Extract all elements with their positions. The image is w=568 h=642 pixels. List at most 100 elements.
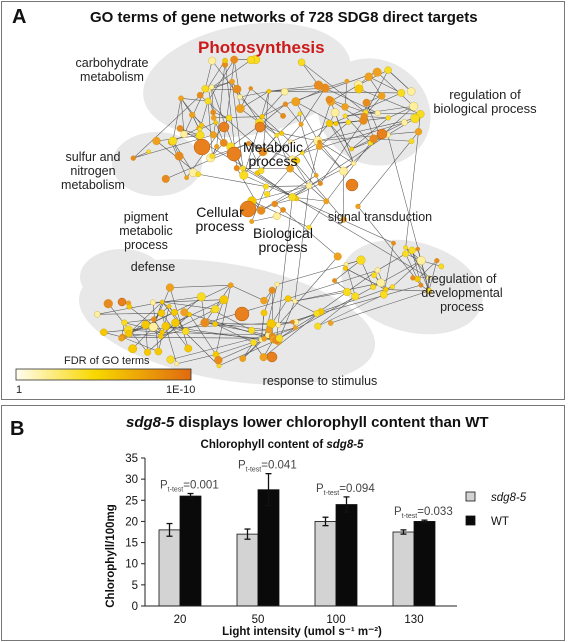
network-edge [207, 59, 235, 102]
network-node [327, 320, 334, 326]
bar-sdg8-5 [314, 521, 337, 607]
network-edge [383, 243, 394, 295]
network-node [333, 252, 342, 261]
network-node [340, 216, 347, 223]
network-edge [199, 122, 216, 130]
network-edge [295, 313, 317, 323]
cluster-region [143, 22, 351, 138]
network-node [171, 318, 180, 327]
photosynthesis-label: Photosynthesis [198, 38, 325, 57]
p-value-prefix: P [160, 480, 168, 492]
network-node [279, 130, 284, 136]
y-tick-label: 20 [125, 516, 138, 528]
network-node [174, 151, 184, 161]
network-node [261, 336, 267, 342]
p-value-subscript: t-test [246, 467, 262, 474]
network-node [103, 299, 113, 309]
network-node [354, 84, 364, 94]
bar-wt [413, 521, 436, 607]
cluster-region [341, 239, 483, 335]
network-node [195, 131, 205, 140]
network-node [332, 278, 337, 284]
network-node [214, 355, 223, 365]
network-node [300, 150, 305, 156]
network-edge [261, 116, 291, 143]
network-edge [162, 296, 202, 303]
network-node [415, 246, 421, 252]
network-node [209, 131, 217, 139]
network-edge [363, 70, 389, 117]
network-edge [344, 81, 348, 107]
p-value-prefix: P [394, 506, 402, 518]
network-node [196, 91, 204, 99]
network-node [275, 334, 284, 343]
network-edge [295, 87, 326, 102]
network-edge [240, 91, 270, 109]
p-value-label: Pt-test=0.033 [394, 506, 453, 520]
network-edge [320, 120, 364, 184]
network-node [250, 339, 257, 346]
network-node [151, 316, 157, 323]
x-tick-label: 50 [252, 614, 265, 626]
network-node [274, 281, 280, 287]
label-defense: defense [130, 260, 176, 274]
network-edge [294, 291, 348, 302]
network-node [235, 104, 245, 113]
p-value-number: =0.033 [417, 506, 453, 518]
network-edge [239, 96, 278, 136]
y-tick-label: 15 [125, 538, 138, 550]
network-node [414, 128, 423, 136]
network-node [257, 206, 266, 215]
network-node [94, 311, 101, 318]
cluster-region [112, 132, 202, 196]
network-node [282, 101, 289, 107]
network-node [184, 344, 193, 353]
network-edge [165, 325, 262, 341]
network-node [306, 224, 312, 230]
network-node [272, 212, 281, 220]
y-axis: 0 5 10 15 20 25 30 35 [125, 453, 146, 613]
network-edge [198, 173, 267, 187]
panel-a-letter: A [12, 6, 27, 28]
network-node [343, 261, 349, 267]
network-edge [262, 91, 270, 152]
network-node [233, 165, 240, 172]
network-edge [377, 112, 421, 115]
network-edge [185, 330, 265, 340]
network-node [264, 191, 271, 198]
network-node [212, 321, 218, 327]
label-cellular-process: Cellular process [195, 204, 245, 234]
network-node [121, 319, 128, 326]
network-edge [357, 206, 422, 286]
network-node [351, 160, 357, 166]
network-edge [317, 296, 356, 327]
network-node [263, 183, 269, 190]
network-node [232, 84, 242, 94]
network-node [152, 136, 161, 146]
network-edge [294, 282, 381, 302]
network-edge [282, 209, 338, 257]
network-edge [302, 152, 321, 184]
y-axis-label: Chlorophyll/100mg [105, 504, 117, 608]
network-node [268, 286, 276, 294]
network-edge [239, 91, 269, 98]
network-edge [276, 197, 293, 341]
y-tick-label: 5 [132, 580, 138, 592]
network-edge [213, 310, 252, 331]
network-edge [285, 104, 302, 125]
network-node [356, 255, 366, 265]
network-node [141, 320, 150, 329]
network-node [214, 144, 220, 150]
network-node [342, 265, 349, 271]
network-edge [392, 260, 422, 288]
network-edge [405, 253, 418, 280]
network-hub-node [193, 138, 211, 156]
network-node [225, 114, 233, 122]
network-edge [317, 294, 384, 327]
network-edge [291, 141, 320, 160]
network-node [313, 80, 324, 90]
network-node [248, 86, 253, 91]
network-edge [385, 289, 429, 292]
network-edge [180, 98, 202, 126]
network-edge [215, 285, 232, 355]
